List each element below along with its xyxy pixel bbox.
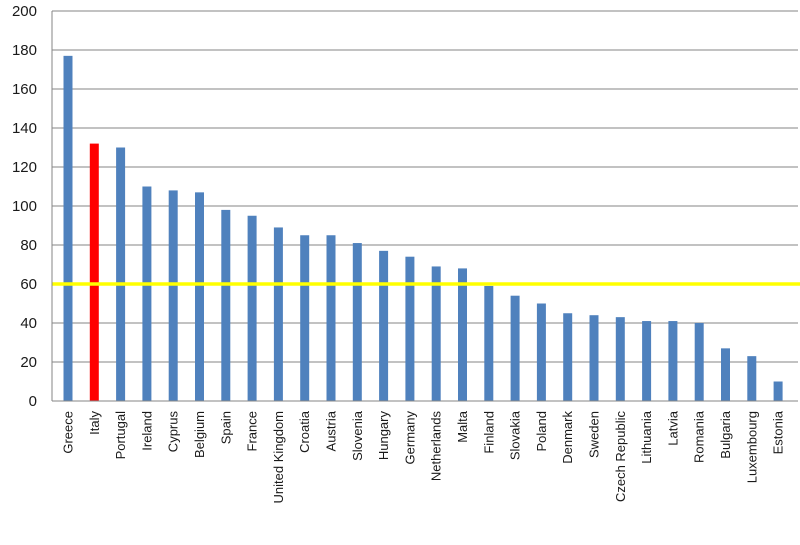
- category-label: Netherlands: [429, 411, 444, 482]
- y-tick-label: 100: [12, 198, 37, 215]
- bar-germany: [405, 256, 415, 401]
- bar-romania: [694, 323, 704, 401]
- y-tick-label: 120: [12, 159, 37, 176]
- bar-poland: [536, 303, 546, 401]
- x-axis-category-labels: Greece Italy Portugal Ireland Cyprus Belgium S…: [61, 410, 786, 503]
- category-label: Belgium: [192, 411, 207, 458]
- y-tick-label: 60: [20, 276, 37, 293]
- category-label: Germany: [402, 411, 417, 465]
- category-label: Croatia: [297, 410, 312, 453]
- bar-france: [247, 215, 257, 401]
- bar-luxembourg: [747, 356, 757, 401]
- y-tick-label: 200: [12, 3, 37, 20]
- bar-spain: [221, 209, 231, 401]
- y-tick-label: 140: [12, 120, 37, 137]
- category-label: Czech Republic: [613, 411, 628, 503]
- category-label: Slovakia: [508, 410, 523, 460]
- category-label: Ireland: [139, 411, 154, 451]
- category-label: Greece: [61, 411, 76, 454]
- category-label: Hungary: [376, 411, 391, 461]
- bars: [63, 55, 783, 401]
- category-label: Finland: [481, 411, 496, 454]
- bar-slovakia: [510, 295, 520, 401]
- bar-portugal: [116, 147, 126, 401]
- y-tick-label: 0: [29, 393, 37, 410]
- bar-greece: [63, 55, 73, 401]
- bar-denmark: [563, 313, 573, 401]
- bar-estonia: [773, 381, 783, 401]
- category-label: Cyprus: [166, 411, 181, 453]
- bar-slovenia: [352, 243, 362, 401]
- category-label: Sweden: [587, 411, 602, 458]
- category-label: Austria: [324, 410, 339, 451]
- y-tick-label: 20: [20, 354, 37, 371]
- bar-cyprus: [168, 190, 178, 401]
- bar-latvia: [668, 321, 678, 401]
- category-label: Estonia: [771, 410, 786, 454]
- bar-croatia: [300, 235, 310, 401]
- bar-bulgaria: [721, 348, 730, 401]
- y-axis-tick-labels: 0 20 40 60 80 100 120 140 160 180 200: [12, 3, 37, 410]
- category-label: United Kingdom: [271, 411, 286, 504]
- bar-austria: [326, 235, 336, 401]
- category-label: Poland: [534, 411, 549, 451]
- gridlines: [52, 10, 798, 363]
- bar-netherlands: [431, 266, 441, 401]
- y-tick-label: 80: [20, 237, 37, 254]
- bar-lithuania: [642, 321, 652, 401]
- category-label: Portugal: [113, 411, 128, 460]
- bar-finland: [484, 285, 494, 401]
- category-label: Bulgaria: [718, 410, 733, 458]
- category-label: Malta: [455, 410, 470, 443]
- category-label: Spain: [218, 411, 233, 444]
- bar-czech-republic: [615, 317, 625, 401]
- bar-ireland: [142, 186, 152, 401]
- category-label: Romania: [692, 410, 707, 463]
- y-tick-label: 40: [20, 315, 37, 332]
- category-label: Latvia: [665, 410, 680, 445]
- category-label: Slovenia: [350, 410, 365, 461]
- y-tick-label: 160: [12, 81, 37, 98]
- bar-italy: [89, 143, 99, 401]
- bar-sweden: [589, 315, 599, 401]
- category-label: France: [245, 411, 260, 451]
- category-label: Lithuania: [639, 410, 654, 464]
- y-tick-label: 180: [12, 42, 37, 59]
- category-label: Denmark: [560, 411, 575, 464]
- bar-hungary: [379, 250, 389, 401]
- category-label: Luxembourg: [744, 411, 759, 483]
- bar-malta: [458, 268, 467, 401]
- bar-belgium: [195, 192, 204, 401]
- bar-united-kingdom: [273, 227, 283, 401]
- category-label: Italy: [87, 411, 102, 435]
